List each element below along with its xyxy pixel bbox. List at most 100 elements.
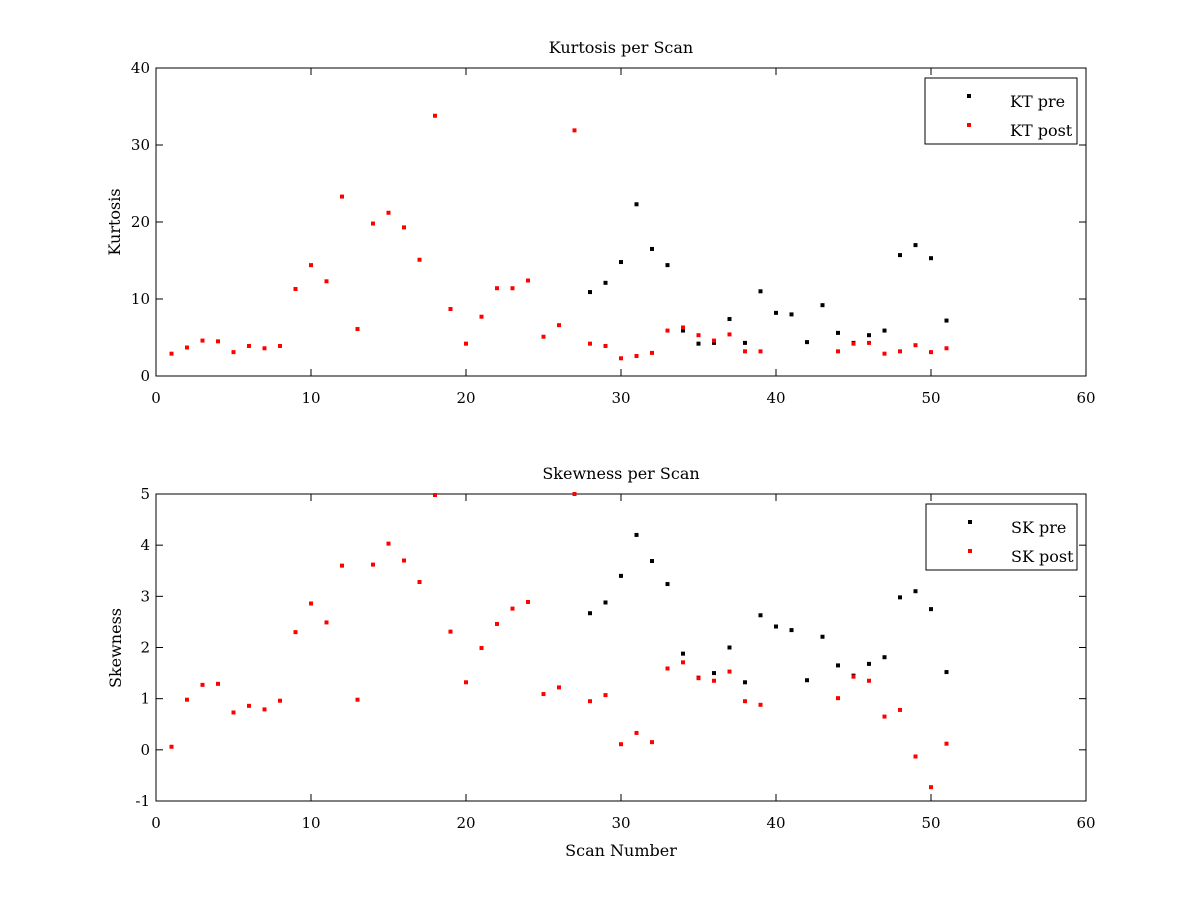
skewness-y-tick-label: 0 [140,741,150,759]
legend-label-sk-pre: SK pre [1011,518,1066,537]
point-sk-post [433,493,437,498]
point-sk-post [572,492,577,496]
point-kt-pre [820,303,825,308]
kurtosis-y-tick-label: 40 [131,59,150,77]
point-kt-pre [867,333,871,338]
kurtosis-x-tick-label: 40 [766,389,785,407]
point-kt-post [665,328,670,333]
point-kt-pre [588,290,592,295]
point-kt-post [588,341,592,346]
point-kt-pre [696,341,701,346]
skewness-y-tick-label: -1 [135,792,150,810]
point-kt-pre [650,246,654,251]
point-kt-post [619,356,623,361]
point-kt-pre [898,253,902,258]
skewness-y-tick-label: 1 [140,690,150,708]
point-sk-post [898,707,902,712]
point-sk-post [836,696,840,701]
point-kt-post [944,346,949,351]
point-sk-post [169,744,174,749]
point-sk-pre [898,595,902,600]
point-sk-post [355,697,360,702]
point-sk-pre [619,573,623,578]
point-sk-post [557,685,561,690]
point-sk-post [402,558,406,563]
legend-label-kt-pre: KT pre [1010,92,1065,111]
point-kt-post [340,194,344,199]
skewness-legend: SK pre SK post [925,503,1078,571]
skewness-x-tick-label: 0 [151,814,161,832]
point-kt-post [417,257,422,262]
point-sk-pre [603,600,608,605]
kurtosis-x-tick-label: 50 [921,389,940,407]
skewness-points [169,492,949,790]
point-sk-post [324,620,329,625]
point-sk-pre [820,634,825,639]
point-sk-post [665,666,670,671]
skewness-chart-title: Skewness per Scan [542,464,699,483]
point-kt-post [247,343,251,348]
point-sk-post [929,785,933,790]
point-kt-post [371,221,375,226]
point-kt-pre [944,318,949,323]
point-kt-post [324,279,329,284]
point-kt-pre [681,328,685,333]
skewness-x-axis-label: Scan Number [565,841,677,860]
point-kt-pre [758,289,763,294]
point-kt-pre [603,280,608,285]
point-sk-pre [634,532,639,537]
point-kt-post [867,340,871,345]
skewness-y-tick-label: 2 [140,639,150,657]
point-kt-post [479,314,484,319]
point-kt-post [541,334,546,339]
point-sk-post [944,741,949,746]
point-sk-post [526,599,530,604]
point-sk-post [541,692,546,697]
skewness-x-tick-label: 40 [766,814,785,832]
point-sk-post [867,678,871,683]
point-kt-post [448,307,453,312]
point-kt-post [898,349,902,354]
point-sk-post [200,682,205,687]
point-kt-post [681,325,685,330]
point-kt-pre [774,310,778,315]
point-kt-post [882,351,887,356]
point-sk-post [743,699,747,704]
legend-marker-kt-pre [967,94,971,98]
skewness-y-axis-label: Skewness [106,608,125,688]
point-kt-pre [929,256,933,261]
point-sk-post [417,580,422,585]
point-kt-post [696,333,701,338]
kurtosis-x-tick-label: 30 [611,389,630,407]
kurtosis-y-tick-label: 20 [131,213,150,231]
point-sk-pre [758,613,763,618]
kurtosis-y-tick-label: 10 [131,290,150,308]
skewness-x-tick-label: 20 [456,814,475,832]
point-kt-pre [727,317,732,322]
legend-label-sk-post: SK post [1011,547,1074,566]
point-sk-pre [681,651,685,656]
point-sk-pre [743,680,747,685]
point-sk-pre [665,582,670,587]
skewness-y-tick-label: 5 [140,485,150,503]
point-kt-pre [913,243,918,248]
point-sk-post [262,707,267,712]
point-kt-post [200,338,205,343]
point-sk-post [340,563,344,568]
skewness-legend-box [925,503,1078,571]
point-sk-post [851,674,856,679]
point-kt-pre [743,340,747,345]
skewness-x-tick-label: 10 [301,814,320,832]
kurtosis-x-tick-label: 20 [456,389,475,407]
point-sk-post [386,541,391,546]
point-sk-post [758,702,763,707]
kurtosis-x-tick-label: 60 [1076,389,1095,407]
kurtosis-y-tick-label: 30 [131,136,150,154]
skewness-x-tick-label: 30 [611,814,630,832]
legend-marker-kt-post [967,123,971,127]
skewness-panel: Skewness per Scan Skewness Scan Number 0… [106,464,1096,860]
point-kt-post [510,286,515,291]
point-kt-post [634,353,639,358]
point-sk-post [696,676,701,681]
point-sk-post [278,698,282,703]
